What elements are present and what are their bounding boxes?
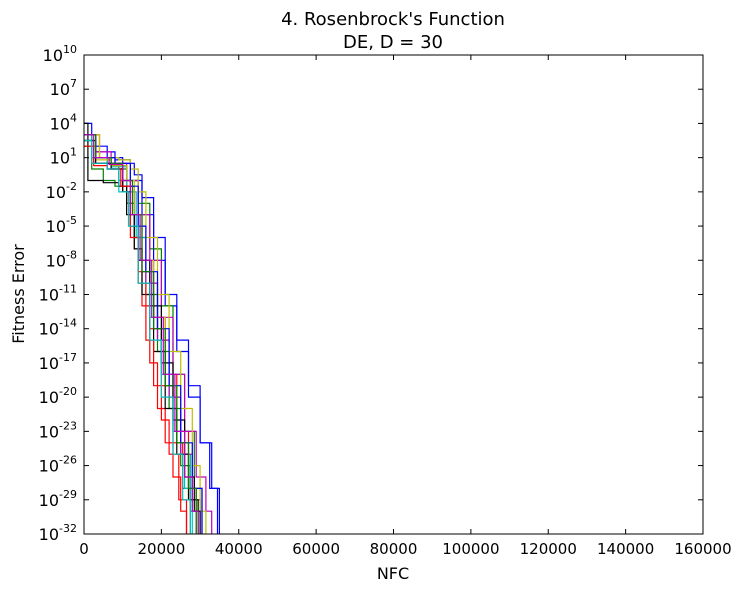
series-line-4 xyxy=(84,145,191,534)
y-tick-label: 10-17 xyxy=(39,351,77,373)
y-tick-label: 10-32 xyxy=(39,522,77,544)
y-tick-label: 10-20 xyxy=(39,385,77,407)
y-tick-label: 10-2 xyxy=(46,180,77,202)
x-tick-label: 20000 xyxy=(138,540,186,558)
y-tick-label: 10-26 xyxy=(39,454,77,476)
series-line-12 xyxy=(84,134,207,534)
x-tick-label: 120000 xyxy=(520,540,577,558)
y-tick-label: 10-14 xyxy=(39,317,77,339)
x-tick-label: 160000 xyxy=(674,540,731,558)
series-line-19 xyxy=(84,139,191,534)
y-tick-label: 1010 xyxy=(43,43,77,65)
y-tick-label: 107 xyxy=(50,77,77,99)
plot-lines xyxy=(84,122,220,534)
x-axis-label: NFC xyxy=(377,564,409,583)
x-tick-label: 60000 xyxy=(292,540,340,558)
x-tick-label: 40000 xyxy=(215,540,263,558)
series-line-14 xyxy=(84,122,199,534)
y-tick-label: 10-23 xyxy=(39,419,77,441)
y-axis-ticks: 1010 107 104 101 10-2 10-5 10-8 10-11 10-14 10-17… xyxy=(39,43,703,544)
chart-title-line1: 4. Rosenbrock's Function xyxy=(281,9,505,30)
series-line-3 xyxy=(84,134,188,534)
y-tick-label: 104 xyxy=(50,111,77,133)
x-axis-ticks: 0 20000 40000 60000 80000 100000 120000 140000 1… xyxy=(79,55,732,558)
plot-frame xyxy=(83,54,704,535)
y-axis-label: Fitness Error xyxy=(9,244,28,344)
x-tick-label: 0 xyxy=(79,540,89,558)
y-tick-label: 10-11 xyxy=(39,283,77,305)
chart-title-line2: DE, D = 30 xyxy=(343,32,443,53)
series-line-20 xyxy=(84,134,199,534)
x-tick-label: 140000 xyxy=(597,540,654,558)
x-tick-label: 100000 xyxy=(442,540,499,558)
y-tick-label: 10-5 xyxy=(46,214,77,236)
x-tick-label: 80000 xyxy=(370,540,418,558)
y-tick-label: 101 xyxy=(50,146,77,168)
series-line-2 xyxy=(84,134,219,534)
series-line-17 xyxy=(84,145,188,534)
y-tick-label: 10-8 xyxy=(46,248,77,270)
y-tick-label: 10-29 xyxy=(39,488,77,510)
